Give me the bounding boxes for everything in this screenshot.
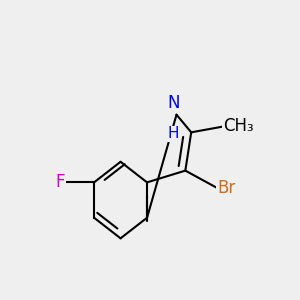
Text: H: H — [168, 126, 179, 141]
Text: CH₃: CH₃ — [224, 117, 254, 135]
Text: F: F — [55, 173, 64, 191]
Text: Br: Br — [218, 179, 236, 197]
Text: N: N — [167, 94, 180, 112]
